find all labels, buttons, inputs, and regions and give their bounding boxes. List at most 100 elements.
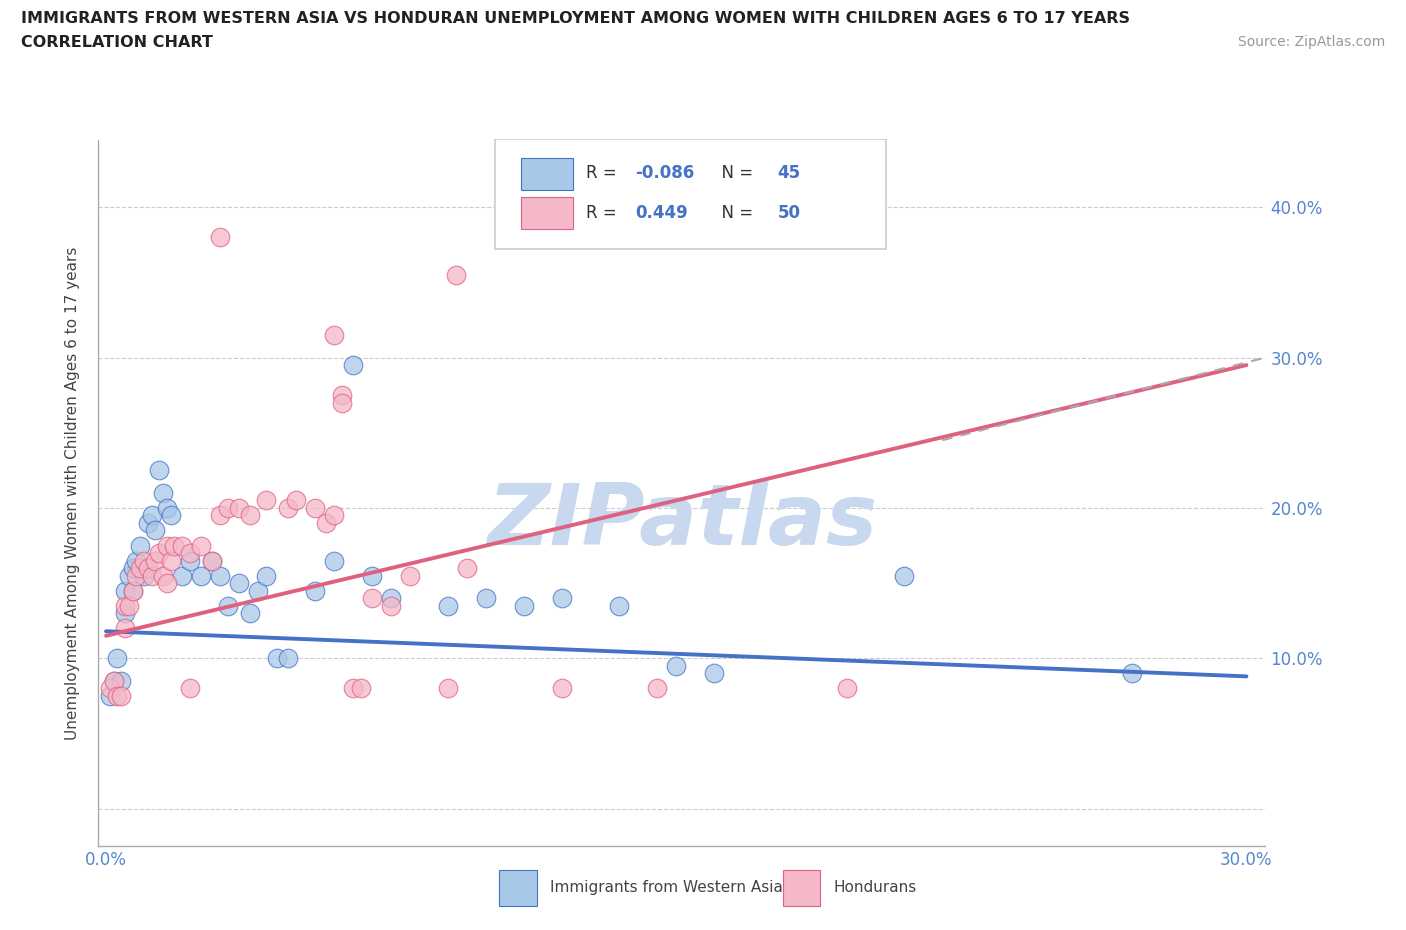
Point (475, 591, 498, 605)
Point (645, 681, 668, 696)
Text: R =: R = (586, 165, 623, 182)
Point (380, 598, 402, 613)
Point (141, 508, 163, 523)
Point (121, 583, 143, 598)
Text: Immigrants from Western Asia: Immigrants from Western Asia (550, 880, 783, 896)
Point (323, 327, 346, 342)
Point (98, 688, 121, 703)
Point (118, 598, 141, 613)
Point (330, 388, 353, 403)
Point (159, 553, 181, 568)
Text: 50: 50 (778, 204, 800, 222)
Point (209, 568, 232, 583)
Point (551, 681, 574, 696)
Point (330, 395, 353, 410)
Point (209, 508, 232, 523)
Point (323, 508, 346, 523)
Point (380, 591, 402, 605)
Point (190, 538, 212, 553)
Point (665, 658, 688, 673)
FancyBboxPatch shape (520, 158, 574, 190)
Point (118, 568, 141, 583)
Point (152, 485, 174, 500)
Point (304, 500, 326, 515)
Point (145, 553, 167, 568)
Point (837, 681, 859, 696)
Point (103, 673, 125, 688)
Point (239, 605, 262, 620)
FancyBboxPatch shape (499, 870, 537, 906)
Point (254, 493, 277, 508)
Point (1121, 666, 1143, 681)
Point (228, 576, 250, 591)
Point (145, 523, 167, 538)
Point (129, 561, 152, 576)
Point (456, 561, 478, 576)
Point (361, 591, 384, 605)
Point (190, 568, 212, 583)
Point (156, 500, 179, 515)
Point (132, 568, 155, 583)
Point (266, 651, 288, 666)
Point (152, 568, 174, 583)
Text: Hondurans: Hondurans (834, 880, 917, 896)
Point (114, 583, 136, 598)
Point (132, 553, 155, 568)
Point (437, 598, 460, 613)
Text: -0.086: -0.086 (636, 165, 695, 182)
Point (114, 621, 136, 636)
Point (141, 568, 163, 583)
Text: ZIPatlas: ZIPatlas (486, 480, 877, 563)
Point (179, 681, 201, 696)
Point (361, 568, 384, 583)
Point (201, 553, 224, 568)
Point (107, 688, 129, 703)
Point (179, 546, 201, 561)
FancyBboxPatch shape (520, 197, 574, 230)
Point (156, 538, 179, 553)
Y-axis label: Unemployment Among Women with Children Ages 6 to 17 years: Unemployment Among Women with Children A… (65, 246, 80, 739)
Point (201, 553, 224, 568)
Point (239, 508, 262, 523)
Point (551, 591, 574, 605)
Point (129, 538, 152, 553)
Point (125, 553, 148, 568)
Point (342, 358, 364, 373)
Text: IMMIGRANTS FROM WESTERN ASIA VS HONDURAN UNEMPLOYMENT AMONG WOMEN WITH CHILDREN : IMMIGRANTS FROM WESTERN ASIA VS HONDURAN… (21, 11, 1130, 26)
Point (170, 538, 193, 553)
Point (103, 673, 125, 688)
Point (110, 688, 132, 703)
Text: N =: N = (711, 204, 758, 222)
Point (399, 568, 422, 583)
Point (254, 568, 277, 583)
Point (136, 515, 159, 530)
Point (342, 681, 364, 696)
Point (315, 515, 337, 530)
Point (179, 553, 201, 568)
FancyBboxPatch shape (495, 140, 886, 249)
Point (125, 568, 148, 583)
Point (247, 583, 270, 598)
Point (114, 605, 136, 620)
Text: Source: ZipAtlas.com: Source: ZipAtlas.com (1237, 35, 1385, 49)
Point (209, 230, 232, 245)
Text: 0.449: 0.449 (636, 204, 688, 222)
Point (217, 598, 239, 613)
Point (156, 576, 179, 591)
FancyBboxPatch shape (783, 870, 820, 906)
Point (121, 583, 143, 598)
Point (159, 508, 181, 523)
Point (893, 568, 915, 583)
Point (170, 568, 193, 583)
Point (304, 583, 326, 598)
Point (350, 681, 373, 696)
Point (98, 681, 121, 696)
Point (148, 546, 170, 561)
Point (277, 651, 299, 666)
Point (285, 493, 308, 508)
Point (437, 681, 460, 696)
Point (136, 561, 159, 576)
Point (148, 463, 170, 478)
Text: CORRELATION CHART: CORRELATION CHART (21, 35, 212, 50)
Point (110, 673, 132, 688)
